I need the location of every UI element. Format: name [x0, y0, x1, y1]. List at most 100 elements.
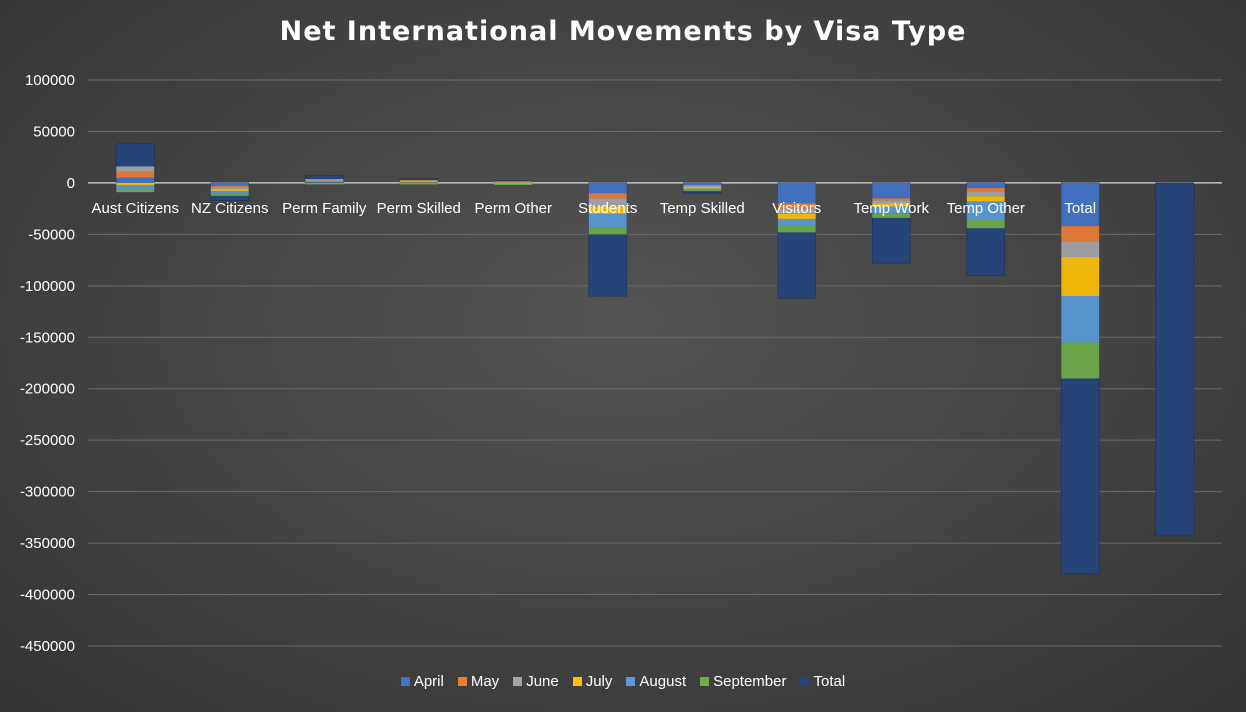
bar-september — [210, 193, 249, 196]
bar-total — [1155, 182, 1195, 537]
bar-april — [588, 182, 627, 194]
bar-may — [494, 181, 533, 183]
bar-may — [777, 203, 816, 209]
bar-june — [494, 181, 533, 183]
chart-title: Net International Movements by Visa Type — [279, 16, 967, 47]
bar-april — [210, 182, 249, 186]
bar-june — [1061, 241, 1100, 258]
legend: April May June July August September Total — [0, 673, 1246, 690]
bar-may — [305, 180, 344, 182]
bar-april — [872, 182, 911, 199]
y-tick-label: -200000 — [20, 381, 75, 398]
bar-july — [1061, 257, 1100, 297]
bar-august — [966, 201, 1005, 220]
bar-september — [588, 227, 627, 235]
category-label: Perm Skilled — [377, 200, 461, 217]
legend-swatch — [800, 677, 810, 686]
legend-swatch — [513, 677, 523, 686]
legend-item: July — [572, 673, 613, 690]
bar-august — [305, 182, 344, 184]
bar-april — [1061, 182, 1100, 227]
y-tick-label: -350000 — [20, 535, 75, 552]
bar-july — [116, 182, 155, 185]
bar-september — [305, 183, 344, 185]
bar-august — [399, 182, 438, 184]
bar-april — [683, 182, 722, 185]
category-label: Temp Skilled — [660, 200, 745, 217]
legend-swatch — [457, 677, 467, 686]
bar-june — [966, 191, 1005, 197]
legend-item: August — [626, 673, 686, 690]
legend-label: May — [470, 673, 500, 690]
legend-label: Total — [813, 673, 846, 690]
bar-july — [305, 179, 344, 181]
legend-swatch — [700, 677, 710, 686]
category-label: Students — [578, 200, 637, 217]
y-tick-label: 50000 — [33, 123, 75, 140]
bar-april — [116, 177, 155, 183]
bar-may — [116, 171, 155, 178]
y-tick-label: -150000 — [20, 329, 75, 346]
y-tick-label: 100000 — [25, 72, 75, 89]
y-tick-label: -300000 — [20, 484, 75, 501]
bar-april — [305, 181, 344, 183]
bar-july — [966, 196, 1005, 202]
bar-june — [588, 198, 627, 207]
bar-june — [683, 185, 722, 188]
legend-label: August — [639, 673, 687, 690]
legend-label: July — [585, 673, 613, 690]
bar-june — [116, 166, 155, 172]
y-tick-label: 0 — [67, 175, 75, 192]
bar-august — [116, 184, 155, 190]
legend-swatch — [572, 677, 582, 686]
bar-may — [1061, 226, 1100, 242]
bar-july — [588, 206, 627, 214]
category-label: NZ Citizens — [191, 200, 269, 217]
bar-may — [683, 184, 722, 186]
legend-swatch — [626, 677, 636, 686]
legend-item: May — [457, 673, 500, 690]
category-label: Perm Family — [282, 200, 367, 217]
bar-september — [399, 183, 438, 185]
legend-item: June — [513, 673, 559, 690]
bar-june — [399, 180, 438, 182]
bar-august — [683, 188, 722, 191]
category-label: Temp Work — [853, 200, 929, 217]
bar-june — [872, 200, 911, 204]
bar-july — [210, 189, 249, 192]
legend-item: Total — [800, 673, 845, 690]
legend-label: June — [526, 673, 559, 690]
bar-september — [966, 219, 1005, 229]
bar-april — [777, 182, 816, 204]
y-tick-label: -250000 — [20, 432, 75, 449]
bar-september — [683, 190, 722, 192]
category-label: Temp Other — [947, 200, 1025, 217]
bar-july — [494, 182, 533, 184]
bar-may — [872, 198, 911, 201]
bar-april — [966, 182, 1005, 189]
bar-july — [777, 213, 816, 219]
category-label: Perm Other — [474, 200, 552, 217]
bar-april — [494, 182, 533, 184]
bar-september — [116, 189, 155, 193]
legend-item: September — [700, 673, 786, 690]
bar-july — [683, 187, 722, 189]
bar-july — [399, 180, 438, 182]
bar-september — [1061, 342, 1100, 379]
bar-september — [872, 213, 911, 218]
bar-may — [399, 181, 438, 183]
bar-may — [588, 193, 627, 199]
bar-may — [966, 188, 1005, 192]
legend-label: April — [413, 673, 444, 690]
category-label: Visitors — [772, 200, 821, 217]
legend-label: September — [713, 673, 787, 690]
bar-july — [872, 203, 911, 207]
y-tick-label: -50000 — [28, 226, 75, 243]
bar-august — [494, 183, 533, 185]
bar-june — [210, 187, 249, 190]
y-tick-label: -450000 — [20, 638, 75, 655]
bar-august — [777, 218, 816, 226]
legend-swatch — [400, 677, 410, 686]
